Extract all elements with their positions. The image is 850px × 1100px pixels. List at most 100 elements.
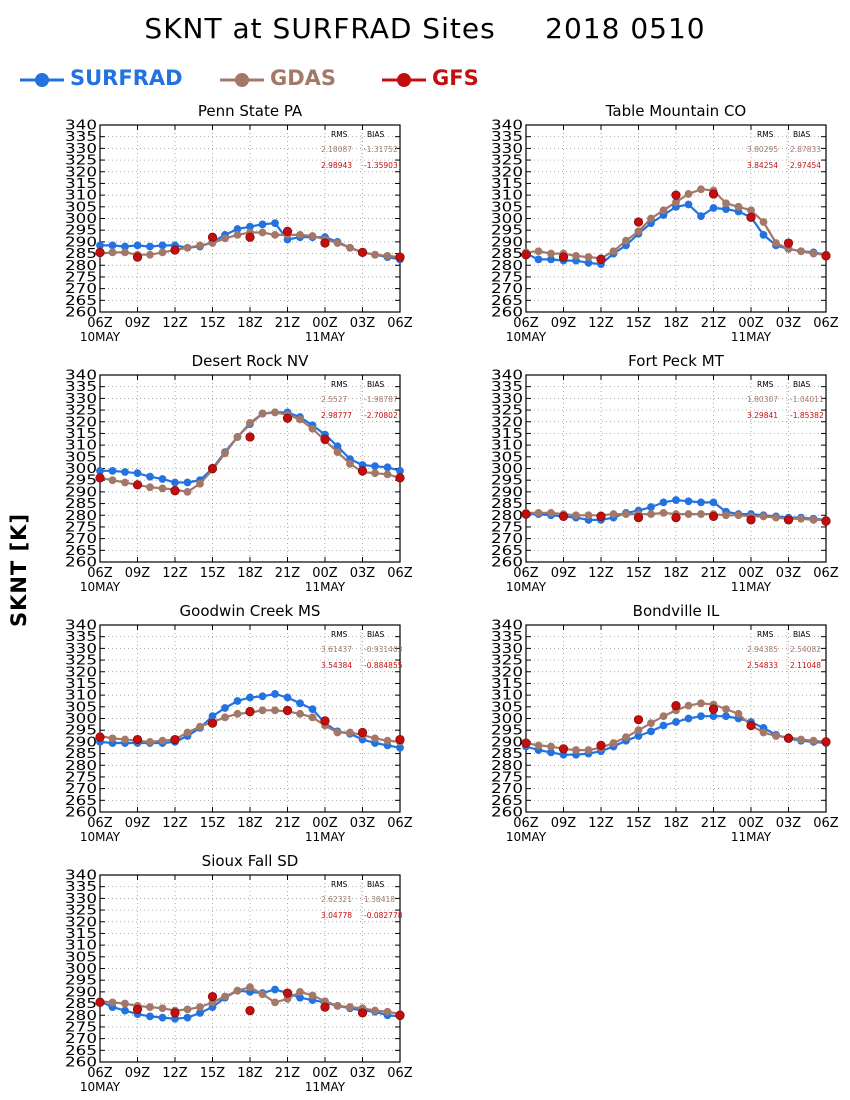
point-surfrad bbox=[271, 690, 279, 698]
point-gdas bbox=[308, 232, 317, 240]
panel-table-mountain-co: Table Mountain CO 26026527027528028529029… bbox=[491, 102, 839, 344]
point-surfrad bbox=[121, 468, 129, 476]
y-tick-label: 300 bbox=[65, 962, 97, 977]
x-tick-label: 06Z bbox=[387, 566, 413, 581]
point-surfrad bbox=[672, 496, 680, 504]
y-tick-label: 310 bbox=[65, 189, 97, 204]
y-tick-label: 315 bbox=[491, 177, 523, 192]
point-gdas bbox=[734, 511, 743, 520]
point-gdas bbox=[296, 415, 304, 424]
y-tick-label: 270 bbox=[65, 282, 97, 297]
y-tick-label: 320 bbox=[65, 915, 97, 930]
y-tick-label: 290 bbox=[65, 985, 97, 1000]
point-gfs bbox=[783, 733, 794, 743]
point-gdas bbox=[609, 247, 618, 256]
point-gfs bbox=[357, 727, 368, 738]
x-tick-label: 12Z bbox=[588, 316, 614, 331]
point-gdas bbox=[534, 509, 543, 517]
point-gdas bbox=[584, 746, 593, 754]
stats-box: RMS BIAS 2.62321 1.38418 3.04778 -0.082778 bbox=[321, 879, 403, 923]
point-gfs bbox=[521, 509, 531, 519]
point-gfs bbox=[708, 511, 719, 522]
y-tick-label: 260 bbox=[491, 556, 523, 571]
x-tick-label: 06Z bbox=[513, 566, 539, 581]
point-gdas bbox=[722, 511, 730, 520]
date-label: 11MAY bbox=[731, 580, 772, 594]
point-gdas bbox=[221, 449, 229, 458]
point-gdas bbox=[772, 732, 780, 740]
y-tick-label: 315 bbox=[65, 677, 97, 692]
y-tick-label: 310 bbox=[65, 439, 97, 454]
x-tick-label: 09Z bbox=[551, 816, 577, 831]
stats-box: RMS BIAS 2.5527 -1.98787 2.98777 -2.70802 bbox=[321, 379, 398, 423]
stats-rms-gfs: 2.98943 bbox=[321, 161, 352, 170]
x-tick-label: 21Z bbox=[701, 566, 727, 581]
x-tick-label: 12Z bbox=[162, 816, 188, 831]
y-tick-label: 275 bbox=[491, 770, 523, 785]
series-gfs bbox=[521, 701, 831, 754]
point-gdas bbox=[572, 251, 580, 260]
y-tick-label: 265 bbox=[65, 294, 97, 309]
stats-bias-gfs: -2.70802 bbox=[364, 411, 398, 420]
point-gdas bbox=[196, 241, 204, 250]
date-label: 10MAY bbox=[506, 830, 547, 844]
stats-header-rms: RMS bbox=[757, 380, 774, 389]
point-gdas bbox=[659, 712, 668, 721]
y-tick-label: 335 bbox=[65, 630, 97, 645]
point-surfrad bbox=[647, 503, 655, 511]
point-gdas bbox=[659, 509, 668, 517]
point-gdas bbox=[659, 206, 668, 215]
point-gfs bbox=[95, 732, 105, 742]
point-gdas bbox=[772, 513, 780, 522]
y-tick-label: 260 bbox=[65, 806, 97, 821]
y-tick-label: 295 bbox=[65, 974, 97, 989]
y-tick-label: 280 bbox=[491, 259, 523, 274]
x-tick-label: 15Z bbox=[626, 816, 652, 831]
point-gfs bbox=[746, 720, 756, 731]
stats-header-rms: RMS bbox=[757, 130, 774, 139]
y-tick-label: 285 bbox=[65, 247, 97, 262]
y-tick-label: 330 bbox=[65, 642, 97, 657]
date-label: 11MAY bbox=[305, 330, 346, 344]
point-gfs bbox=[671, 701, 681, 711]
point-surfrad bbox=[246, 693, 254, 702]
point-gdas bbox=[722, 199, 730, 208]
point-gdas bbox=[697, 510, 705, 518]
y-tick-label: 265 bbox=[65, 544, 97, 559]
y-tick-label: 315 bbox=[491, 677, 523, 692]
panel-bondville-il: Bondville IL2602652702752802852902953003… bbox=[491, 602, 839, 844]
legend-label-gfs: GFS bbox=[432, 66, 479, 90]
x-tick-label: 21Z bbox=[275, 566, 301, 581]
x-tick-label: 21Z bbox=[275, 1066, 301, 1081]
y-tick-label: 290 bbox=[491, 235, 523, 250]
point-gfs bbox=[282, 988, 293, 998]
point-gdas bbox=[383, 251, 392, 260]
point-surfrad bbox=[383, 463, 392, 472]
legend-marker-gfs bbox=[382, 73, 426, 87]
x-tick-label: 00Z bbox=[738, 816, 764, 831]
y-tick-label: 325 bbox=[65, 154, 97, 169]
point-gdas bbox=[146, 483, 154, 492]
point-surfrad bbox=[697, 212, 705, 221]
point-gfs bbox=[245, 1005, 255, 1016]
point-gdas bbox=[634, 726, 643, 735]
point-surfrad bbox=[684, 714, 693, 723]
y-tick-label: 265 bbox=[491, 294, 523, 309]
point-gfs bbox=[170, 734, 180, 745]
y-tick-label: 300 bbox=[491, 712, 523, 727]
point-gdas bbox=[609, 739, 618, 747]
series-gdas bbox=[522, 185, 830, 263]
y-tick-label: 305 bbox=[65, 200, 97, 215]
y-tick-label: 315 bbox=[65, 427, 97, 442]
date-label: 10MAY bbox=[506, 330, 547, 344]
stats-box: RMS BIAS 2.94385 2.54082 2.54833 2.11048 bbox=[747, 629, 821, 673]
point-gdas bbox=[333, 239, 342, 247]
point-gdas bbox=[333, 448, 342, 457]
point-gdas bbox=[271, 408, 279, 417]
series-gfs bbox=[95, 226, 405, 262]
y-tick-label: 265 bbox=[65, 794, 97, 809]
point-gfs bbox=[95, 473, 105, 483]
point-gdas bbox=[258, 990, 267, 999]
y-tick-label: 330 bbox=[65, 142, 97, 157]
y-tick-label: 270 bbox=[491, 282, 523, 297]
